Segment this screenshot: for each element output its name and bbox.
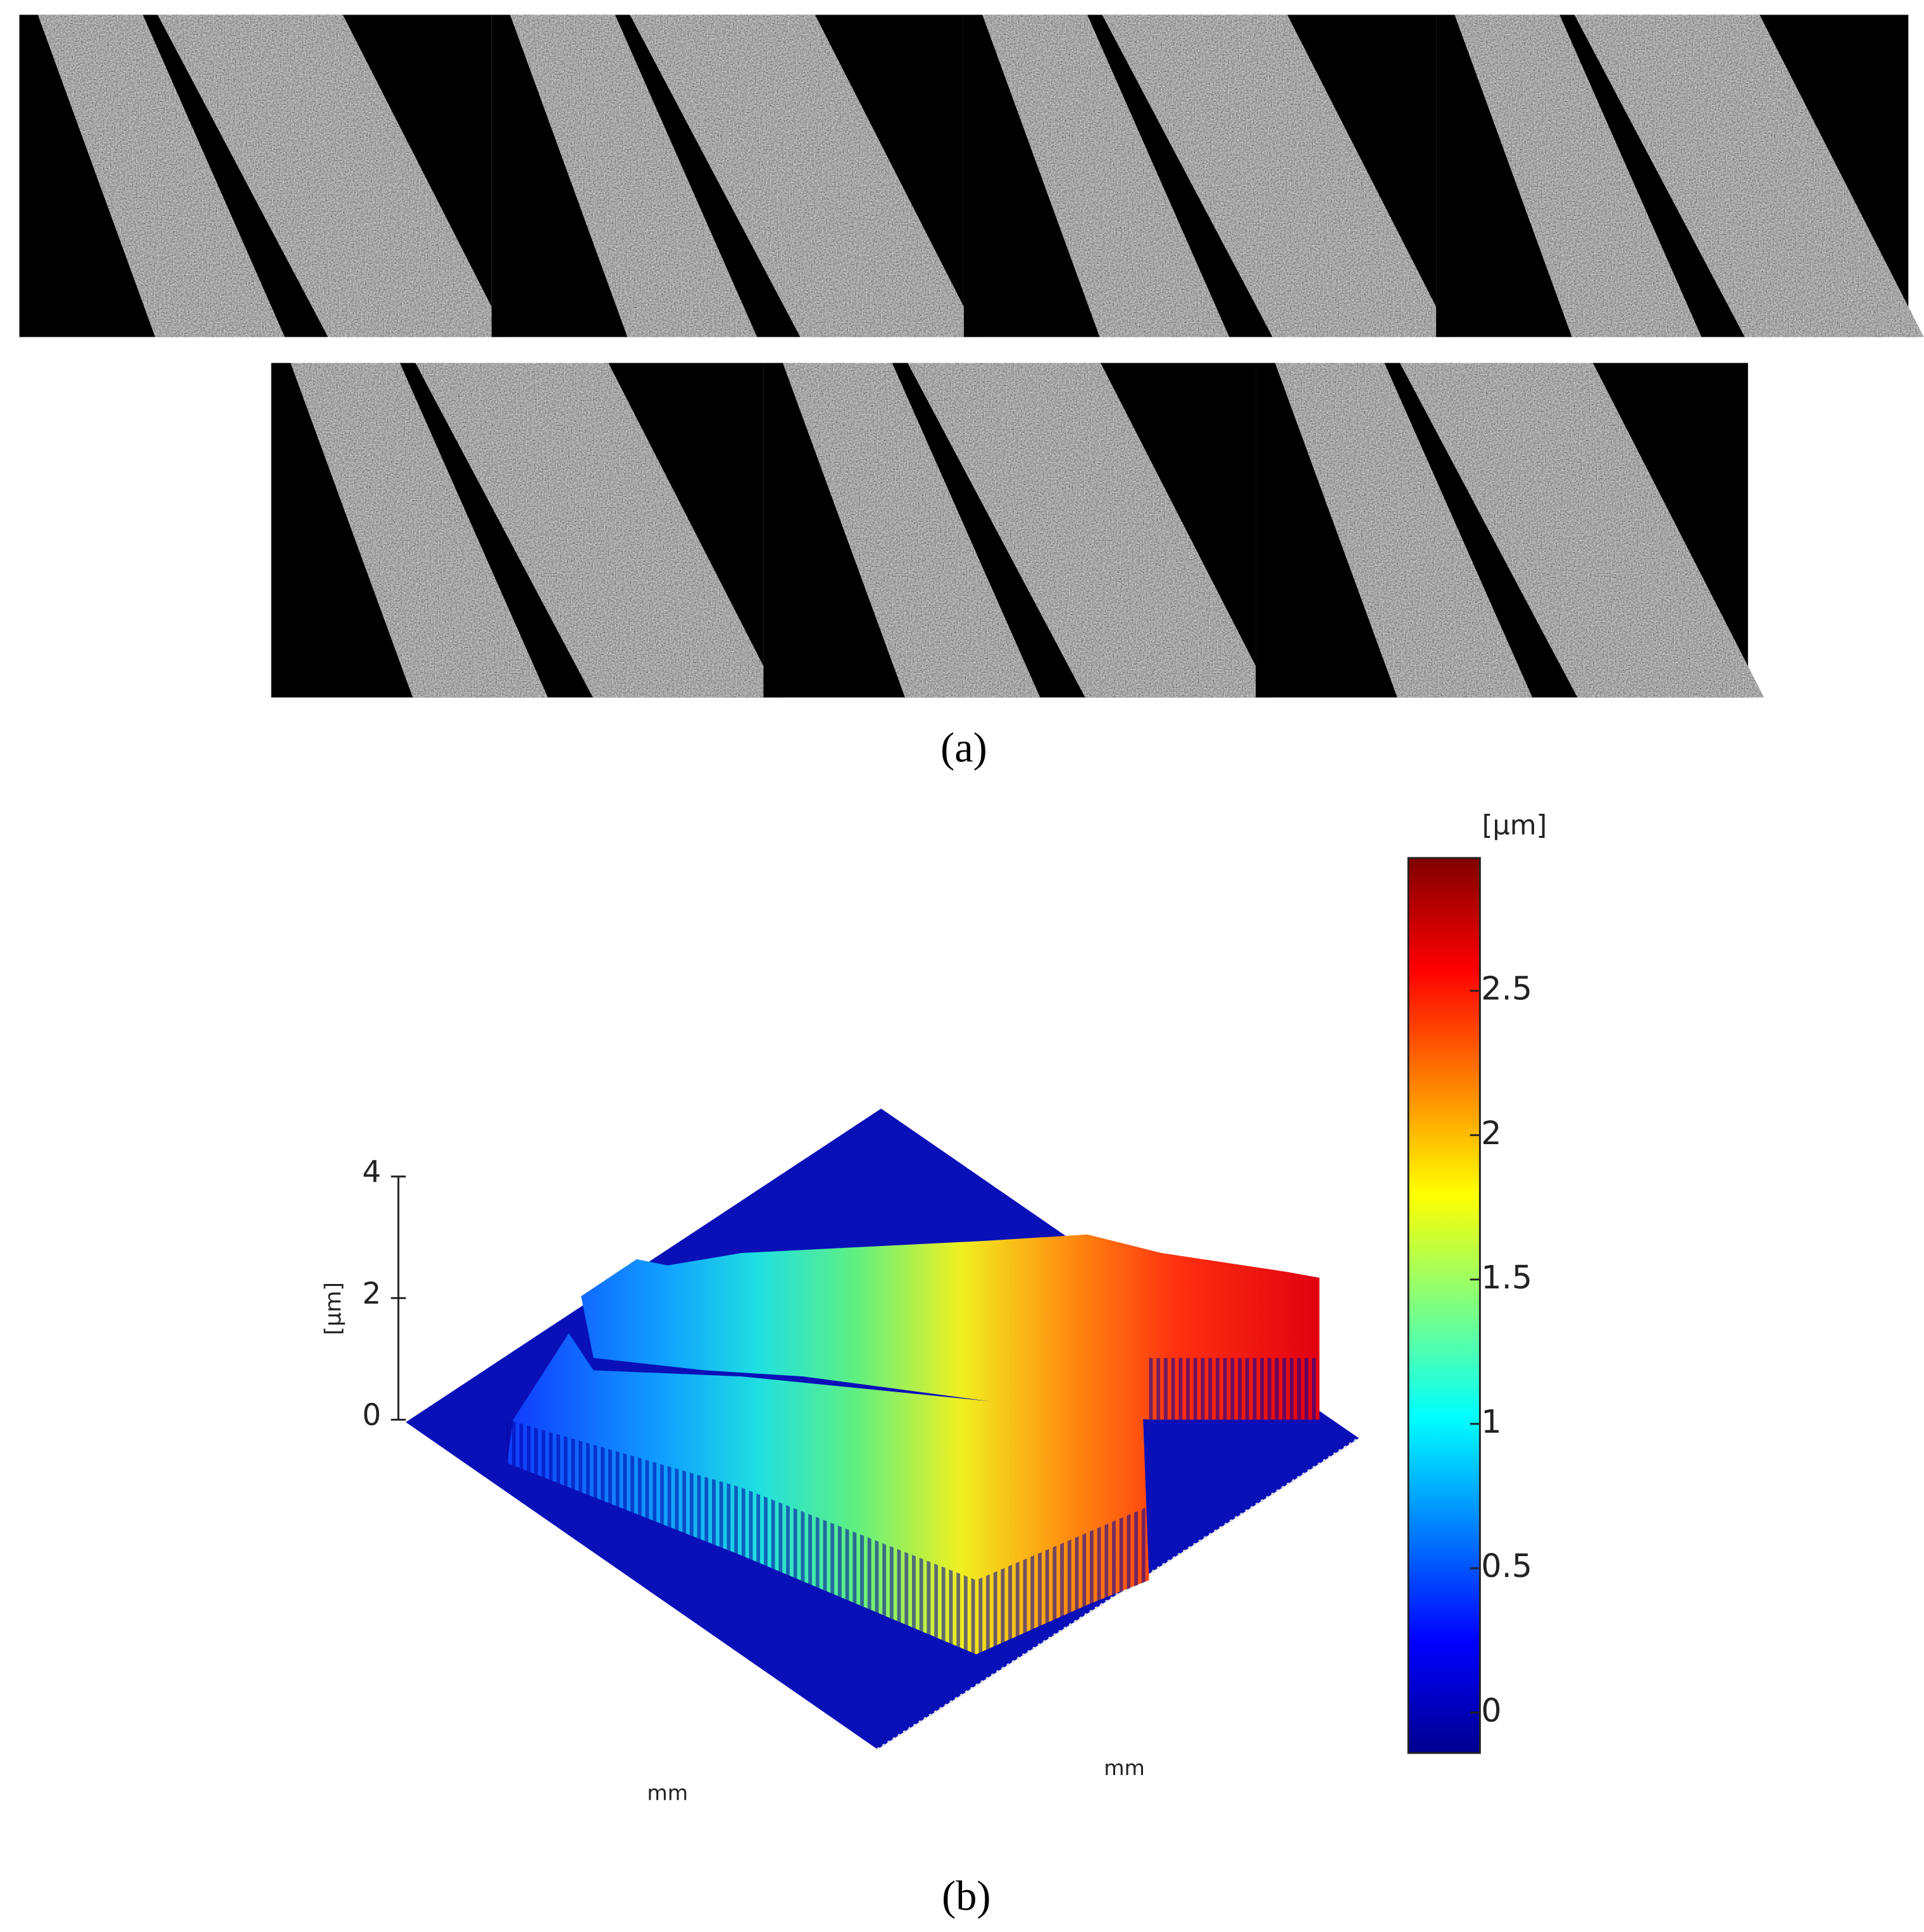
speckle-stripe	[510, 15, 758, 337]
speckle-stripe	[1275, 363, 1533, 698]
surface-plot	[397, 1108, 1360, 1750]
x-axis-label: mm	[647, 1780, 688, 1805]
colorbar-tick-label: 0.5	[1481, 1547, 1532, 1585]
ridge-side	[507, 1419, 1149, 1655]
speckle-stripe	[290, 363, 548, 698]
speckle-stripe	[1574, 15, 1924, 337]
z-tick-label: 2	[362, 1277, 381, 1311]
z-axis-label: [μm]	[320, 1282, 346, 1335]
speckle-stripe	[1454, 15, 1702, 337]
colorbar-tick-label: 1.5	[1481, 1259, 1532, 1296]
panel-label: (a)	[940, 725, 987, 771]
speckle-stripe	[908, 363, 1272, 698]
speckle-stripe	[1102, 15, 1452, 337]
axis-edge	[877, 1437, 1360, 1750]
y-axis-label: mm	[1104, 1755, 1145, 1780]
colorbar-tick-label: 2.5	[1481, 970, 1532, 1007]
speckle-stripe	[782, 363, 1040, 698]
speckle-stripe	[1399, 363, 1765, 698]
ridge-back	[581, 1234, 1320, 1420]
speckle-stripe	[158, 15, 508, 337]
z-tick-label: 0	[362, 1399, 381, 1433]
panel-label: (b)	[942, 1873, 990, 1919]
ridge-front	[507, 1333, 1149, 1655]
speckle-stripe	[630, 15, 980, 337]
colorbar-tick-label: 0	[1481, 1692, 1501, 1729]
colorbar	[1407, 857, 1481, 1754]
speckle-stripe	[37, 15, 285, 337]
colorbar-label: [μm]	[1482, 810, 1547, 842]
speckle-stripe	[415, 363, 780, 698]
speckle-stripe	[982, 15, 1230, 337]
ridge-side	[1149, 1357, 1320, 1420]
speckle-images	[19, 15, 1924, 698]
colorbar-tick-label: 2	[1481, 1114, 1501, 1152]
z-tick-label: 4	[362, 1156, 381, 1190]
colorbar-tick-label: 1	[1481, 1403, 1501, 1440]
